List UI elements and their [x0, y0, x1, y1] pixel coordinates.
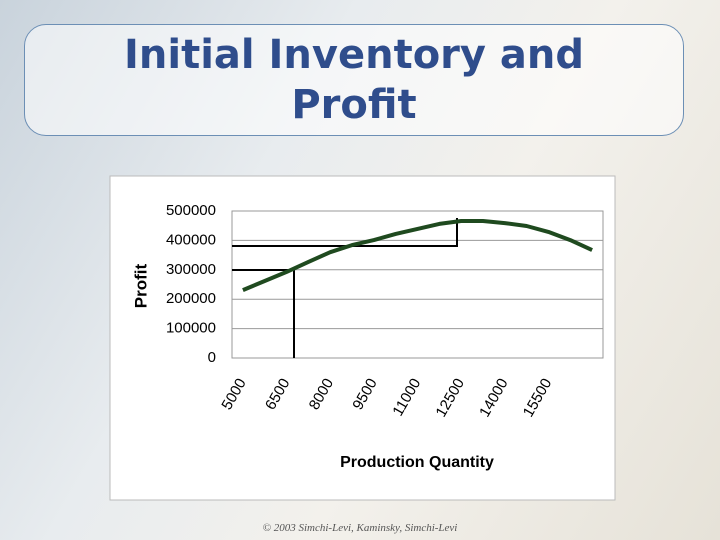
slide-title: Initial Inventory and Profit: [124, 32, 584, 128]
y-tick-label: 500000: [166, 202, 216, 219]
data-line: [242, 219, 593, 292]
footer: © 2003 Simchi-Levi, Kaminsky, Simchi-Lev…: [262, 522, 458, 534]
x-axis-label: Production Quantity: [340, 454, 494, 471]
y-tick-label: 300000: [166, 261, 216, 278]
y-tick-label: 100000: [166, 320, 216, 337]
y-tick-label: 200000: [166, 290, 216, 307]
y-tick-label: 400000: [166, 231, 216, 248]
y-axis-label: Profit: [131, 263, 150, 308]
title-box: Initial Inventory and Profit: [24, 24, 684, 136]
y-tick-label: 0: [208, 349, 216, 366]
chart-area: [109, 175, 616, 501]
reference-line: [232, 218, 458, 247]
